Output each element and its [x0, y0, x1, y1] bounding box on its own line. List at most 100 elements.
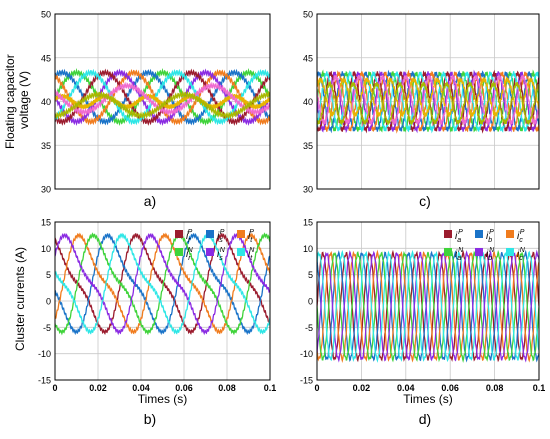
x-tick-label: 0	[314, 383, 319, 393]
series-line-b-3	[55, 232, 270, 336]
y-tick-label: 30	[303, 185, 313, 195]
y-tick-label: 10	[303, 244, 313, 254]
series-line-d-2	[317, 249, 539, 363]
ylabel-top-line-2: voltage (V)	[17, 71, 31, 129]
y-tick-label: 40	[303, 97, 313, 107]
y-tick-label: -15	[300, 376, 313, 386]
y-tick-label: -15	[38, 376, 51, 386]
series-line-d-5	[317, 249, 539, 363]
panel-label-a: a)	[144, 193, 156, 209]
x-tick-label: 0.08	[218, 383, 236, 393]
y-tick-label: 5	[46, 270, 51, 280]
legend-swatch	[206, 248, 214, 256]
legend-swatch	[475, 248, 483, 256]
panel-label-c: c)	[419, 193, 431, 209]
y-tick-label: 0	[308, 297, 313, 307]
legend-swatch	[237, 248, 245, 256]
ylabel-top: Floating capacitor voltage (V)	[3, 51, 31, 149]
series-line-b-0	[55, 232, 270, 335]
legend-swatch	[506, 230, 514, 238]
series-line-b-4	[55, 233, 270, 336]
legend: iaP ibP icP iaN ibN icN	[444, 229, 526, 262]
series-line-b-2	[55, 232, 270, 335]
series-line-a-5	[55, 68, 270, 126]
legend-swatch	[206, 230, 214, 238]
legend-label: iaN	[455, 247, 464, 262]
x-tick-label: 0.02	[353, 383, 371, 393]
series-line-c-6	[317, 75, 539, 119]
series-line-a-8	[55, 90, 270, 120]
panel-label-b: b)	[144, 411, 156, 427]
legend: irP isP itP irN isN itN	[175, 229, 255, 262]
y-tick-label: 50	[41, 10, 51, 20]
y-tick-label: 35	[41, 141, 51, 151]
y-tick-label: 50	[303, 10, 313, 20]
legend-label: iaP	[455, 229, 463, 244]
y-tick-label: -5	[43, 323, 51, 333]
series-line-b-1	[55, 232, 270, 336]
legend-label: isP	[217, 229, 225, 244]
series-group	[55, 68, 270, 127]
legend-swatch	[175, 248, 183, 256]
x-axis-label: Times (s)	[403, 392, 453, 406]
series-line-d-4	[317, 249, 539, 363]
legend-swatch	[444, 230, 452, 238]
series-group	[317, 249, 539, 363]
x-axis-label: Times (s)	[138, 392, 188, 406]
y-tick-label: 35	[303, 141, 313, 151]
y-tick-label: -10	[300, 349, 313, 359]
panel-a: 50 45 40 35 30 a)	[41, 10, 271, 209]
legend-swatch	[175, 230, 183, 238]
legend-label: ibN	[486, 247, 495, 262]
legend-label: ibP	[486, 229, 494, 244]
y-tick-label: 0	[46, 297, 51, 307]
plot-frame	[316, 13, 540, 190]
legend-label: itP	[248, 229, 254, 244]
x-tick-label: 0.04	[132, 383, 150, 393]
panel-label-d: d)	[419, 411, 431, 427]
x-tick-label: 0.08	[486, 383, 504, 393]
ylabel-top-line-1: Floating capacitor	[3, 54, 17, 149]
legend-label: itN	[248, 247, 255, 262]
series-line-c-8	[317, 79, 539, 127]
x-tick-label: 0.02	[89, 383, 107, 393]
legend-label: irP	[186, 229, 193, 244]
y-tick-label: 5	[308, 270, 313, 280]
series-line-d-3	[317, 249, 539, 363]
legend-swatch	[444, 248, 452, 256]
y-tick-label: 15	[303, 218, 313, 228]
series-group	[317, 69, 539, 134]
legend-swatch	[475, 230, 483, 238]
x-tick-label: 0.06	[441, 383, 459, 393]
y-tick-label: -5	[305, 323, 313, 333]
legend-label: icP	[517, 229, 525, 244]
y-tick-label: 30	[41, 185, 51, 195]
panel-c: 50 45 40 35 30 c)	[303, 10, 540, 209]
y-tick-label: 40	[41, 97, 51, 107]
y-tick-label: 45	[41, 53, 51, 63]
series-group	[55, 232, 270, 336]
series-line-b-5	[55, 232, 270, 335]
y-tick-label: 15	[41, 218, 51, 228]
series-line-d-1	[317, 249, 539, 363]
legend-swatch	[506, 248, 514, 256]
plot-frame	[54, 13, 271, 190]
y-tick-label: -10	[38, 349, 51, 359]
legend-label: isN	[217, 247, 226, 262]
y-tick-label: 10	[41, 244, 51, 254]
series-line-c-7	[317, 72, 539, 127]
legend-swatch	[237, 230, 245, 238]
series-line-d-0	[317, 249, 539, 363]
x-tick-label: 0.04	[397, 383, 415, 393]
plot-frame	[54, 221, 271, 381]
x-tick-label: 0.1	[264, 383, 277, 393]
plot-frame	[316, 221, 540, 381]
x-tick-label: 0.1	[533, 383, 546, 393]
legend-label: irN	[186, 247, 194, 262]
ylabel-bottom: Cluster currents (A)	[13, 247, 27, 351]
x-tick-label: 0	[52, 383, 57, 393]
